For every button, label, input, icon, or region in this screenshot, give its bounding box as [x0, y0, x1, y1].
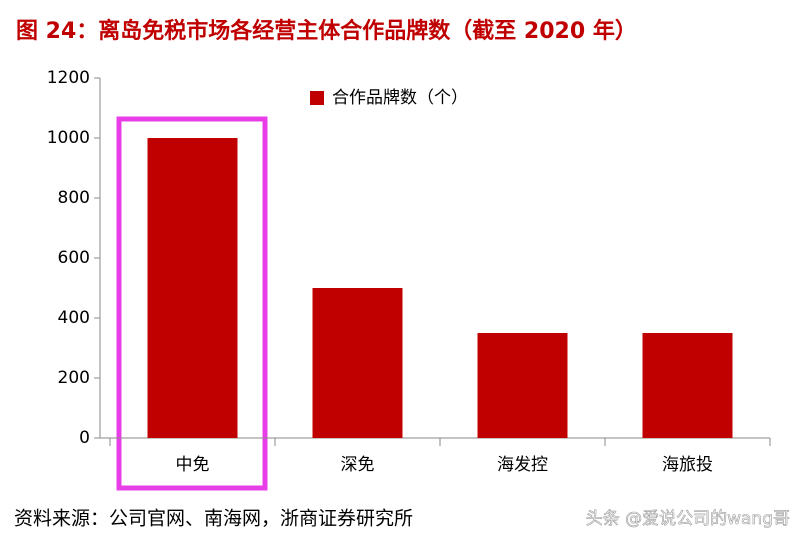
y-tick-label: 0	[79, 428, 90, 448]
x-tick-label: 海发控	[497, 455, 548, 475]
y-tick-label: 800	[58, 188, 90, 208]
y-tick-label: 400	[58, 308, 90, 328]
source-note: 资料来源：公司官网、南海网，浙商证券研究所	[14, 508, 413, 530]
chart-title: 图 24：离岛免税市场各经营主体合作品牌数（截至 2020 年）	[16, 18, 637, 44]
x-tick-label: 海旅投	[662, 455, 713, 475]
y-tick-label: 1000	[47, 128, 90, 148]
bar	[147, 138, 238, 438]
watermark: 头条 @爱说公司的wang哥	[586, 509, 790, 529]
y-tick-label: 1200	[47, 68, 90, 88]
y-tick-label: 200	[58, 368, 90, 388]
highlight-box	[116, 116, 268, 491]
bar	[642, 333, 733, 438]
bar	[312, 288, 403, 438]
legend-swatch	[310, 91, 324, 105]
x-tick-label: 深免	[341, 455, 375, 475]
legend-label: 合作品牌数（个）	[332, 88, 468, 108]
x-tick-label: 中免	[176, 455, 210, 475]
y-tick-label: 600	[58, 248, 90, 268]
bar	[477, 333, 568, 438]
